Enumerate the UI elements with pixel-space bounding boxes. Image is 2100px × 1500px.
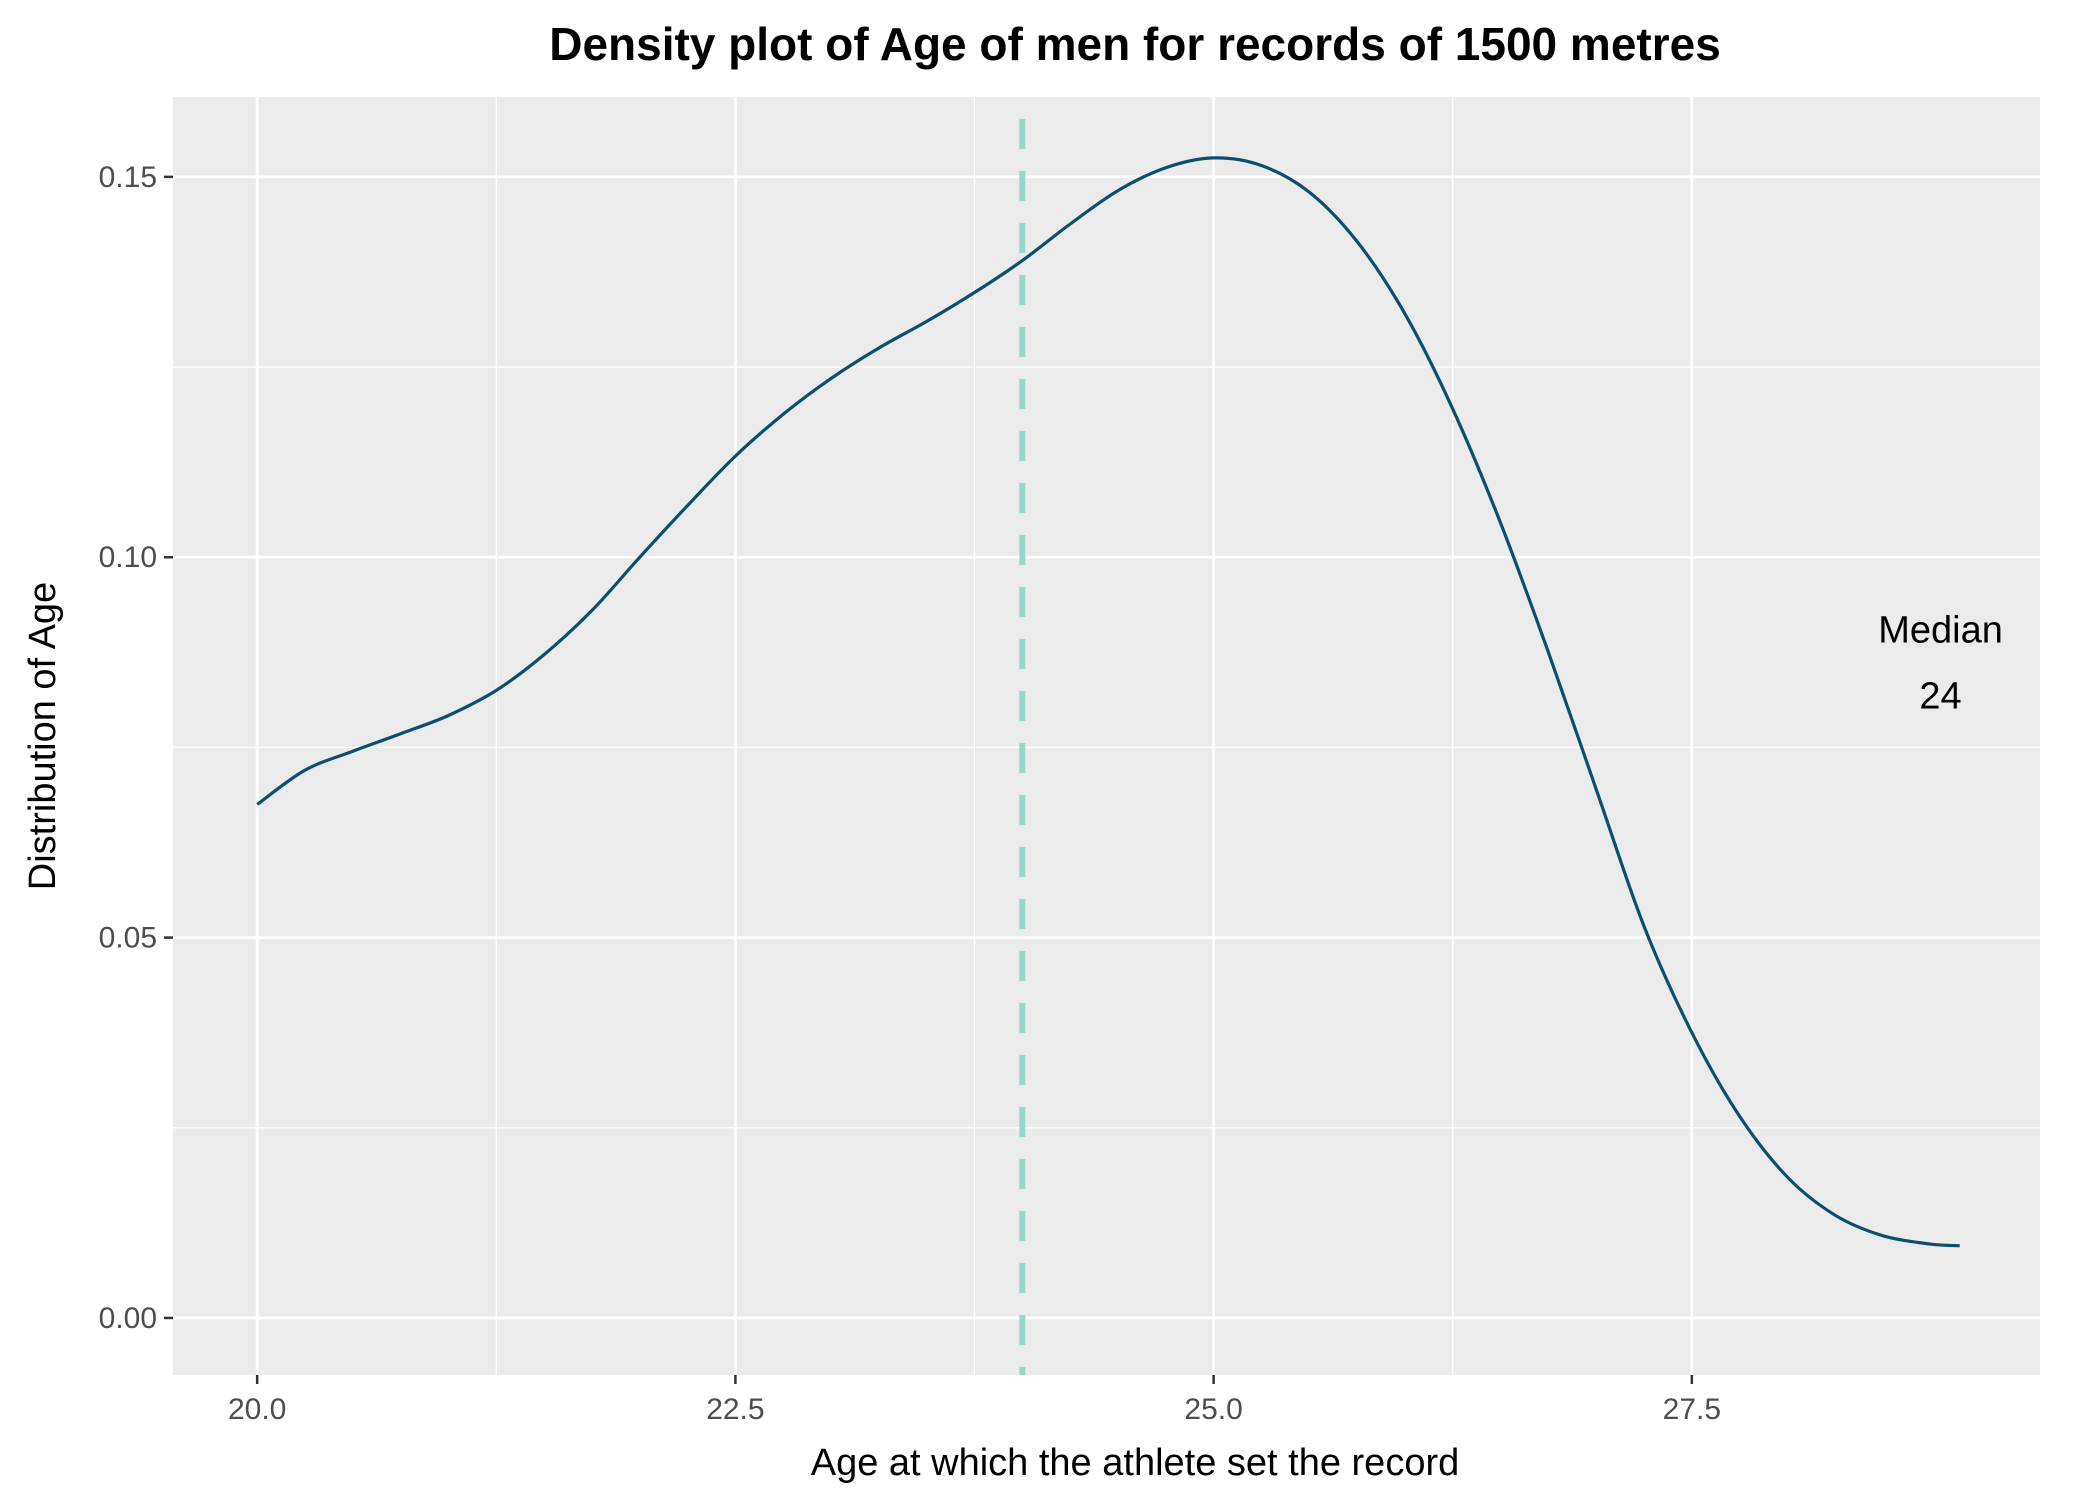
density-curve xyxy=(256,156,1960,1248)
y-axis-title: Distribution of Age xyxy=(22,582,64,890)
y-tick-label: 0.15 xyxy=(99,161,157,194)
plot-panel xyxy=(173,97,2040,1375)
y-tick-label: 0.00 xyxy=(99,1302,157,1335)
chart-title: Density plot of Age of men for records o… xyxy=(549,18,1721,70)
x-tick-label: 20.0 xyxy=(228,1393,286,1426)
x-tick-label: 25.0 xyxy=(1184,1393,1242,1426)
x-tick-label: 27.5 xyxy=(1663,1393,1721,1426)
median-annotation-label: Median xyxy=(1878,609,2003,651)
grid-lines xyxy=(173,97,2040,1375)
x-axis-title: Age at which the athlete set the record xyxy=(811,1442,1460,1484)
y-axis-ticks: 0.00 0.05 0.10 0.15 xyxy=(99,161,173,1335)
x-axis-ticks: 20.0 22.5 25.0 27.5 xyxy=(228,1375,1721,1426)
y-tick-label: 0.05 xyxy=(99,922,157,955)
density-series-group xyxy=(256,156,1960,1248)
median-annotation-value: 24 xyxy=(1919,675,1961,717)
y-tick-label: 0.10 xyxy=(99,541,157,574)
x-tick-label: 22.5 xyxy=(706,1393,764,1426)
median-annotation: Median 24 xyxy=(1878,609,2003,717)
